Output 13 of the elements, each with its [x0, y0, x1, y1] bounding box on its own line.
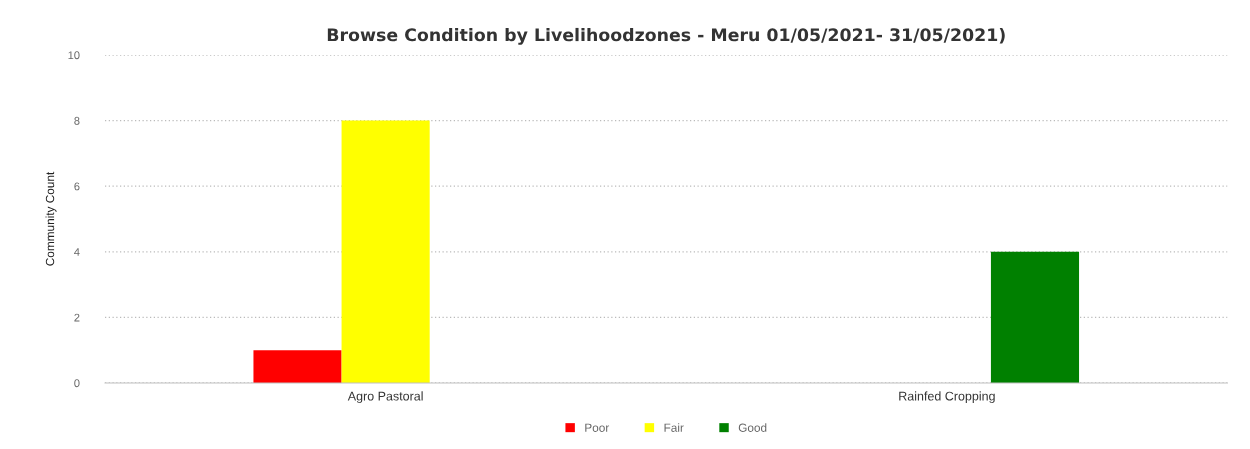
chart-title: Browse Condition by Livelihoodzones - Meru 01/05/2021- 31/05/2021) — [327, 27, 1005, 45]
y-tick-label: 8 — [74, 116, 80, 125]
x-tick-label: Agro Pastoral — [347, 391, 423, 403]
y-tick-label: 2 — [74, 313, 80, 322]
x-tick-label: Rainfed Cropping — [899, 391, 995, 403]
y-tick-label: 10 — [68, 51, 80, 60]
legend-label: Poor — [585, 423, 610, 432]
y-axis-title: Community Count — [45, 171, 57, 266]
legend-label: Good — [738, 423, 767, 432]
y-tick-label: 6 — [74, 182, 80, 191]
y-tick-label: 0 — [74, 379, 80, 388]
legend-label: Fair — [664, 423, 684, 432]
y-tick-label: 4 — [74, 248, 80, 256]
